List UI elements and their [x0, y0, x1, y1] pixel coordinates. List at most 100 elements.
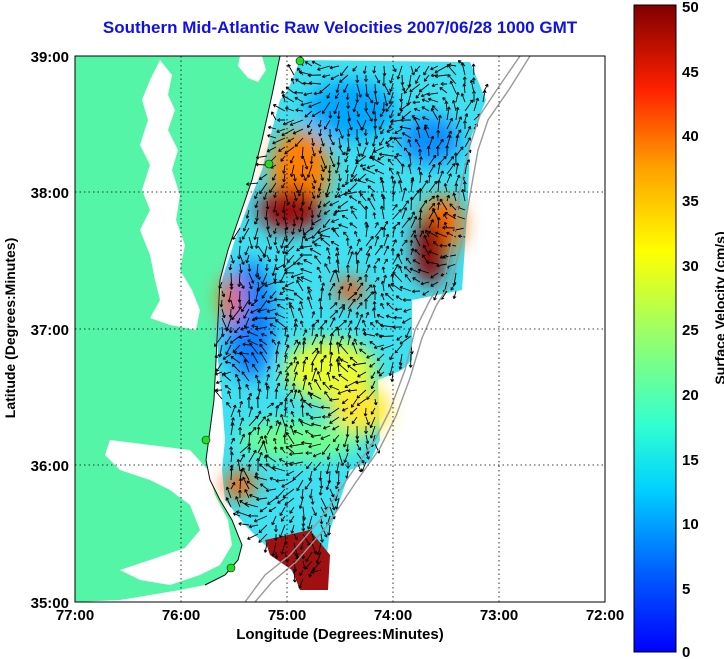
velocity-vector [365, 452, 370, 460]
velocity-vector [331, 218, 340, 223]
velocity-vector [274, 312, 286, 319]
velocity-vector [355, 92, 360, 103]
velocity-vector [266, 385, 271, 400]
velocity-vector [397, 110, 403, 117]
velocity-vector [374, 74, 381, 84]
velocity-vector [371, 137, 376, 147]
velocity-vector [251, 324, 259, 328]
velocity-vector [344, 155, 349, 163]
velocity-vector [364, 137, 369, 146]
velocity-vector [274, 388, 279, 400]
velocity-vector [221, 373, 232, 382]
velocity-vector [430, 281, 439, 287]
velocity-vector [309, 248, 322, 256]
velocity-vector [409, 196, 414, 211]
velocity-vector [399, 101, 412, 112]
velocity-vector [343, 83, 349, 93]
velocity-vector [349, 407, 358, 415]
velocity-vector [283, 354, 288, 364]
velocity-vector [279, 506, 286, 516]
speed-patch-orange-3 [220, 275, 240, 325]
velocity-vector [365, 92, 374, 104]
velocity-vector [401, 207, 408, 220]
y-axis-label: Latitude (Degrees:Minutes) [2, 237, 18, 419]
velocity-vector [254, 475, 268, 481]
velocity-vector [365, 224, 370, 238]
velocity-vector [293, 371, 298, 382]
velocity-vector [435, 231, 448, 238]
velocity-vector [282, 119, 295, 126]
velocity-vector [319, 326, 324, 337]
velocity-vector [378, 152, 394, 157]
velocity-vector [281, 182, 286, 189]
velocity-vector [410, 216, 418, 229]
velocity-vector [296, 479, 304, 492]
isobath-2 [254, 56, 531, 602]
velocity-vector [394, 128, 403, 134]
velocity-vector [329, 416, 340, 424]
velocity-vector [455, 174, 461, 184]
velocity-vector [355, 380, 367, 385]
velocity-vector [238, 521, 250, 526]
velocity-vector [400, 230, 405, 238]
velocity-vector [241, 299, 250, 313]
velocity-vector [366, 389, 376, 400]
velocity-vector [221, 308, 226, 319]
velocity-vector [437, 114, 442, 130]
velocity-vector [280, 413, 286, 427]
velocity-vector [329, 155, 336, 168]
velocity-vector [248, 449, 257, 463]
velocity-vector [308, 443, 322, 449]
velocity-vector [402, 317, 412, 324]
colorbar-ticks: 50 45 40 35 30 25 20 15 10 5 0 [682, 0, 699, 659]
velocity-vector [347, 182, 358, 193]
velocity-vector [400, 163, 405, 175]
velocity-vector [356, 110, 361, 118]
pamlico-sound [105, 440, 232, 585]
velocity-vector [245, 209, 250, 219]
velocity-vector [463, 120, 467, 130]
velocity-vector [388, 362, 394, 377]
velocity-vector [389, 353, 394, 361]
velocity-vector [291, 227, 295, 235]
velocity-vector [263, 191, 268, 200]
velocity-vector [397, 180, 403, 193]
velocity-vector [385, 101, 394, 112]
velocity-vector [299, 200, 304, 212]
velocity-vector [328, 341, 333, 355]
velocity-vector [368, 155, 376, 160]
velocity-vector [224, 360, 232, 365]
velocity-vector [281, 94, 295, 103]
velocity-vector [341, 398, 349, 405]
velocity-vector [239, 433, 246, 445]
velocity-vector [418, 188, 423, 202]
velocity-vector [365, 245, 372, 256]
velocity-vector [327, 164, 332, 174]
velocity-vector [311, 542, 318, 555]
velocity-vector [350, 164, 358, 178]
velocity-vector [409, 239, 414, 247]
velocity-vector [242, 476, 250, 490]
velocity-vector [439, 198, 448, 211]
velocity-vector [317, 182, 322, 192]
velocity-vector [327, 407, 340, 416]
velocity-vector [482, 89, 487, 103]
velocity-vector [384, 292, 394, 301]
velocity-vector [347, 334, 352, 346]
velocity-vector [417, 166, 422, 175]
velocity-vector [280, 155, 286, 162]
velocity-vector [267, 497, 277, 505]
velocity-vector [449, 203, 457, 211]
velocity-vector [435, 145, 440, 157]
station-marker-3 [201, 435, 211, 445]
velocity-vector [383, 258, 388, 265]
velocity-vector [365, 264, 371, 274]
velocity-vector [425, 260, 439, 265]
velocity-vector [380, 128, 385, 135]
velocity-vector [320, 319, 328, 328]
velocity-vector [392, 263, 399, 274]
velocity-vector [227, 390, 232, 400]
velocity-vector [282, 245, 286, 255]
velocity-vector [392, 239, 397, 247]
